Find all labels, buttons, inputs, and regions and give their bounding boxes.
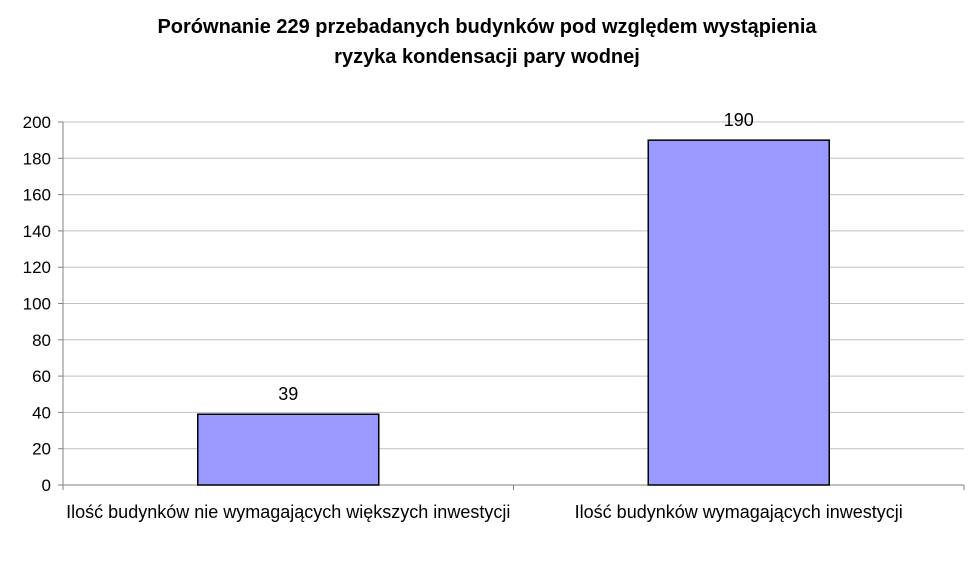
y-tick-label: 120	[23, 258, 51, 277]
y-tick-label: 160	[23, 186, 51, 205]
chart-title-line-1: Porównanie 229 przebadanych budynków pod…	[157, 16, 817, 38]
category-label-requiring-investment: Ilość budynków wymagających inwestycji	[574, 502, 903, 522]
y-tick-label: 140	[23, 222, 51, 241]
y-tick-label: 100	[23, 295, 51, 314]
chart-title-line-2: ryzyka kondensacji pary wodnej	[334, 46, 640, 68]
bars	[197, 139, 830, 486]
data-label: 39	[278, 384, 298, 404]
y-tick-label: 40	[32, 403, 51, 422]
y-tick-label: 60	[32, 367, 51, 386]
y-tick-label: 200	[23, 113, 51, 132]
bar	[647, 139, 830, 486]
category-label-not-requiring-investment: Ilość budynków nie wymagających większyc…	[66, 502, 511, 522]
y-tick-label: 0	[42, 476, 51, 495]
y-tick-label: 20	[32, 440, 51, 459]
y-tick-label: 80	[32, 331, 51, 350]
data-label: 190	[724, 110, 754, 130]
bar	[197, 413, 380, 486]
chart-title: Porównanie 229 przebadanych budynków pod…	[0, 12, 974, 72]
y-tick-labels: 0 20 40 60 80 100 120 140 160 180 200	[23, 113, 51, 495]
y-tick-label: 180	[23, 149, 51, 168]
data-labels: 39 190	[278, 110, 754, 404]
